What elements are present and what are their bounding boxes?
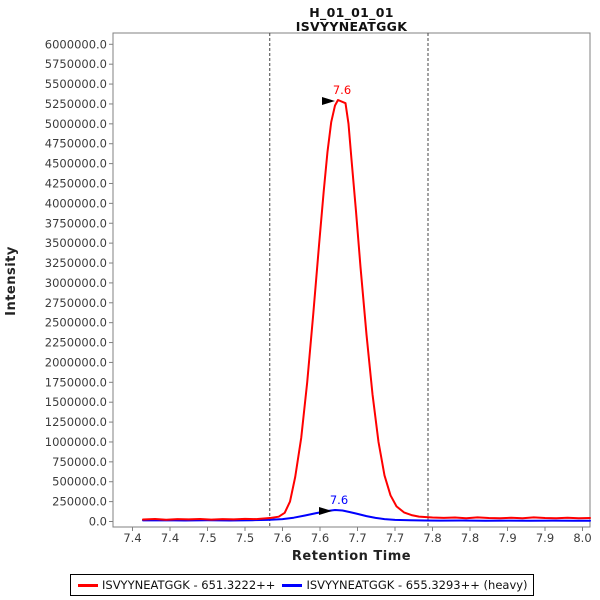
x-axis-title: Retention Time: [291, 549, 412, 564]
y-tick-label: 5750000.0: [45, 57, 107, 71]
peak-pointer-arrow-icon: [319, 506, 332, 515]
x-tick-label: 7.7: [386, 531, 404, 545]
y-tick-label: 0.0: [89, 515, 107, 529]
y-tick-label: 5250000.0: [45, 97, 107, 111]
x-tick-label: 7.4: [161, 531, 179, 545]
y-tick-label: 3000000.0: [45, 276, 107, 290]
y-tick-label: 3500000.0: [45, 236, 107, 250]
legend: ISVYYNEATGGK - 651.3222++ ISVYYNEATGGK -…: [70, 574, 534, 596]
y-tick-label: 1000000.0: [45, 435, 107, 449]
legend-swatch-heavy: [282, 583, 303, 587]
y-tick-label: 2000000.0: [45, 355, 107, 369]
legend-label-heavy: ISVYYNEATGGK - 655.3293++ (heavy): [306, 578, 528, 592]
peak-rt-annotation[interactable]: 7.6: [333, 83, 351, 97]
chart-title-replicate: H_01_01_01: [309, 5, 394, 20]
y-tick-label: 4250000.0: [45, 176, 107, 190]
x-tick-label: 7.5: [198, 531, 216, 545]
chromatogram-line-light: [142, 99, 591, 521]
y-tick-label: 500000.0: [52, 475, 107, 489]
x-tick-label: 8.0: [573, 531, 591, 545]
y-tick-label: 1250000.0: [45, 415, 107, 429]
x-tick-label: 7.9: [498, 531, 516, 545]
y-tick-label: 1500000.0: [45, 395, 107, 409]
peak-rt-annotation[interactable]: 7.6: [330, 493, 348, 507]
x-tick-label: 7.6: [311, 531, 329, 545]
y-tick-label: 4750000.0: [45, 137, 107, 151]
plot-border: [112, 32, 591, 528]
chromatogram-line-heavy: [142, 509, 591, 522]
chart-title-peptide: ISVYYNEATGGK: [295, 19, 408, 34]
x-tick-label: 7.9: [536, 531, 554, 545]
x-tick-label: 7.5: [236, 531, 254, 545]
y-tick-label: 3750000.0: [45, 216, 107, 230]
y-tick-label: 250000.0: [52, 495, 107, 509]
y-tick-label: 4500000.0: [45, 157, 107, 171]
x-tick-label: 7.6: [273, 531, 291, 545]
y-tick-label: 2500000.0: [45, 316, 107, 330]
y-tick-label: 4000000.0: [45, 196, 107, 210]
y-axis-title: Intensity: [4, 246, 19, 316]
legend-label-light: ISVYYNEATGGK - 651.3222++: [102, 578, 276, 592]
y-tick-label: 2750000.0: [45, 296, 107, 310]
y-tick-label: 2250000.0: [45, 336, 107, 350]
y-tick-label: 6000000.0: [45, 37, 107, 51]
y-tick-label: 5500000.0: [45, 77, 107, 91]
legend-swatch-light: [78, 583, 98, 587]
x-tick-label: 7.8: [423, 531, 441, 545]
x-tick-label: 7.7: [348, 531, 366, 545]
peak-pointer-arrow-icon: [322, 96, 335, 105]
y-tick-label: 3250000.0: [45, 256, 107, 270]
y-tick-label: 1750000.0: [45, 375, 107, 389]
x-tick-label: 7.8: [461, 531, 479, 545]
y-tick-label: 750000.0: [52, 455, 107, 469]
y-tick-label: 5000000.0: [45, 117, 107, 131]
x-tick-label: 7.4: [123, 531, 141, 545]
